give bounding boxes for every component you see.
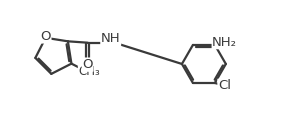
Text: O: O [83,58,93,71]
Text: Cl: Cl [218,79,231,92]
Text: CH₃: CH₃ [78,65,100,78]
Text: O: O [40,30,51,43]
Text: NH: NH [101,32,120,45]
Text: NH₂: NH₂ [212,36,237,49]
